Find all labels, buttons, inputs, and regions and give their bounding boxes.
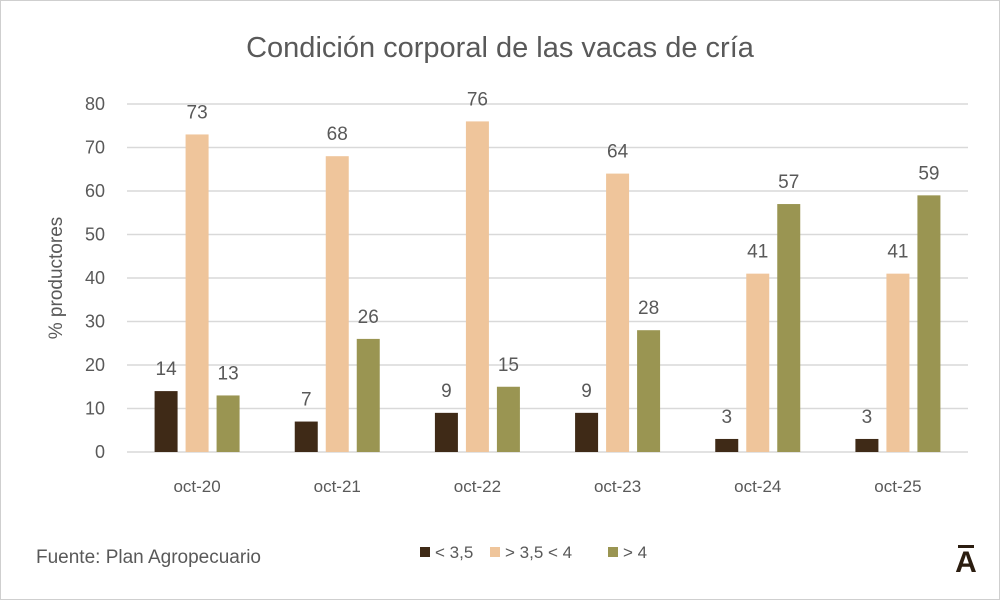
data-label: 15 [498,355,519,376]
data-label: 41 [887,242,908,263]
x-tick-label: oct-20 [173,477,220,496]
bar [154,391,178,452]
bar [465,121,489,453]
bar [575,412,599,452]
y-tick-label: 70 [85,138,105,158]
x-tick-label: oct-22 [454,477,501,496]
logo-macron [958,545,974,548]
data-label: 9 [441,381,452,402]
bar [434,412,458,452]
bar [294,421,318,452]
chart-title: Condición corporal de las vacas de cría [246,32,755,64]
data-label: 73 [187,102,208,123]
legend-swatch [420,547,430,557]
y-axis-label: % productores [46,217,67,340]
y-tick-label: 80 [85,94,105,114]
bar [746,273,770,452]
data-label: 57 [778,172,799,193]
data-label: 64 [607,142,629,163]
bar [606,173,630,452]
x-tick-label: oct-24 [734,477,781,496]
bar [917,195,941,452]
bar [855,438,879,452]
bar [715,438,739,452]
logo: A [955,546,977,579]
x-tick-label: oct-21 [314,477,361,496]
y-tick-label: 30 [85,312,105,332]
y-tick-label: 0 [95,442,105,462]
bar [496,386,520,452]
bar [185,134,209,452]
bar [777,204,801,452]
data-label: 3 [862,407,873,428]
legend-swatch [490,547,500,557]
legend-label: > 4 [623,543,647,562]
y-tick-label: 50 [85,225,105,245]
data-label: 59 [918,163,939,184]
data-label: 68 [327,124,348,145]
bar [637,330,661,452]
data-label: 41 [747,242,768,263]
bar [356,338,380,452]
legend-label: < 3,5 [435,543,473,562]
data-label: 14 [156,359,178,380]
data-label: 13 [218,363,239,384]
data-label: 26 [358,307,379,328]
bar [325,156,349,452]
y-tick-label: 10 [85,399,105,419]
x-tick-label: oct-25 [874,477,921,496]
data-label: 7 [301,390,312,411]
data-label: 3 [721,407,732,428]
x-tick-label: oct-23 [594,477,641,496]
bar [216,395,240,452]
legend-label: > 3,5 < 4 [505,543,572,562]
y-tick-label: 20 [85,355,105,375]
data-label: 28 [638,298,659,319]
y-tick-label: 40 [85,268,105,288]
data-label: 9 [581,381,592,402]
legend-swatch [608,547,618,557]
source-note: Fuente: Plan Agropecuario [36,547,261,568]
data-label: 76 [467,89,488,110]
y-tick-label: 60 [85,181,105,201]
bar [886,273,910,452]
